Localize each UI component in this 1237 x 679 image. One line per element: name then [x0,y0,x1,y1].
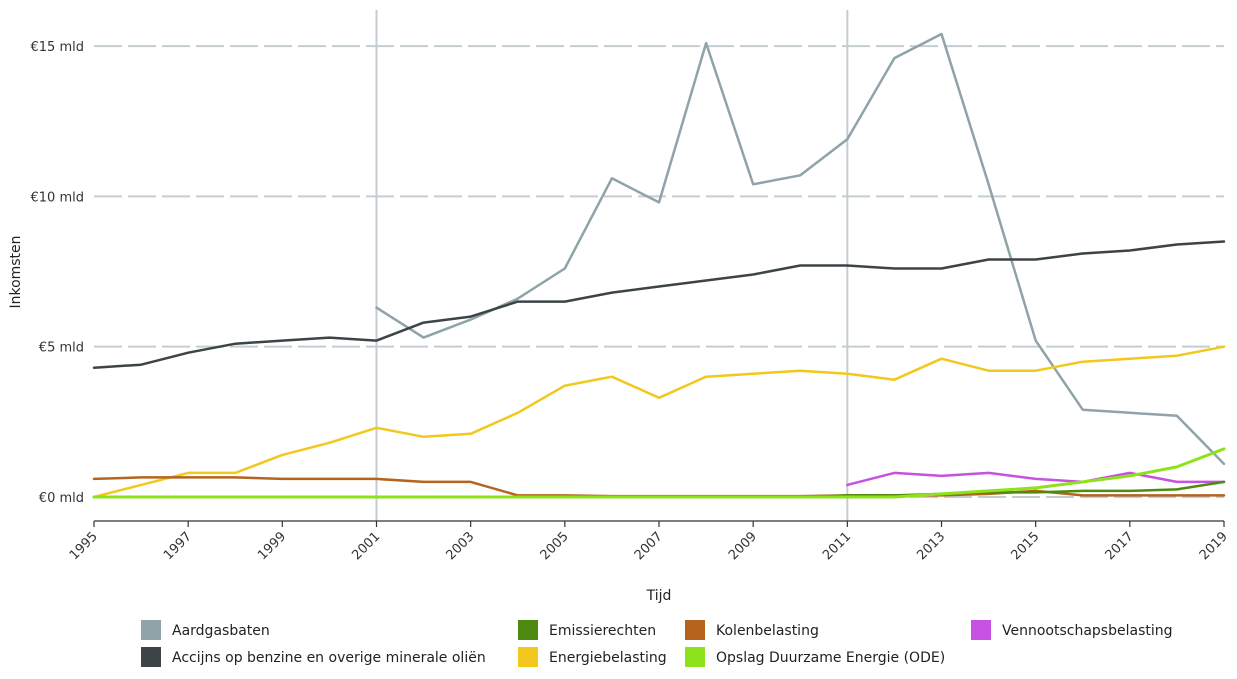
legend-label: Opslag Duurzame Energie (ODE) [716,650,945,666]
y-tick-label: €15 mld [31,40,84,55]
legend-swatch [518,647,538,667]
x-tick-label: 1995 [67,529,101,563]
y-tick-label: €0 mld [39,491,84,506]
legend-swatch [685,647,705,667]
x-tick-label: 2013 [914,529,948,563]
legend-swatch [141,647,161,667]
series-lines [92,32,1226,499]
legend-item: Aardgasbaten [141,620,270,640]
legend-item: Kolenbelasting [685,620,819,640]
series-line-vennootschapsbelasting [846,471,1226,487]
legend-item: Emissierechten [518,620,656,640]
vertical-markers [375,10,849,521]
series-line-opslag-duurzame-energie-ode [92,447,1226,499]
x-tick-label: 2003 [443,529,477,563]
legend-swatch [971,620,991,640]
legend-label: Vennootschapsbelasting [1002,623,1173,639]
legend-swatch [685,620,705,640]
x-tick-label: 2017 [1103,529,1137,563]
x-tick-label: 2001 [349,529,383,563]
legend-item: Opslag Duurzame Energie (ODE) [685,647,945,667]
x-axis-title: Tijd [646,588,672,604]
legend: Aardgasbaten Accijns op benzine en overig… [141,620,1173,667]
y-axis-title: Inkomsten [8,235,24,308]
x-tick-label: 2009 [726,529,760,563]
legend-label: Emissierechten [549,623,656,639]
legend-label: Accijns op benzine en overige minerale o… [172,650,486,666]
legend-label: Aardgasbaten [172,623,270,639]
x-tick-label: 2005 [538,529,572,563]
series-line-energiebelasting [92,345,1226,499]
series-line-accijns-op-benzine-en-overige-minerale-oli-n [92,240,1226,369]
legend-label: Kolenbelasting [716,623,819,639]
x-tick-label: 2007 [632,529,666,563]
y-tick-label: €10 mld [31,190,84,205]
legend-item: Accijns op benzine en overige minerale o… [141,647,486,667]
series-line-aardgasbaten [375,32,1226,466]
x-tick-label: 2015 [1008,529,1042,563]
legend-item: Vennootschapsbelasting [971,620,1173,640]
grid-lines: €0 mld €5 mld €10 mld €15 mld [31,40,1224,506]
legend-label: Energiebelasting [549,650,667,666]
x-tick-label: 1997 [161,529,195,563]
x-tick-label: 1999 [255,529,289,563]
x-tick-label: 2011 [820,529,854,563]
legend-swatch [141,620,161,640]
y-tick-label: €5 mld [39,341,84,356]
x-tick-label: 2019 [1197,529,1231,563]
legend-swatch [518,620,538,640]
legend-item: Energiebelasting [518,647,667,667]
